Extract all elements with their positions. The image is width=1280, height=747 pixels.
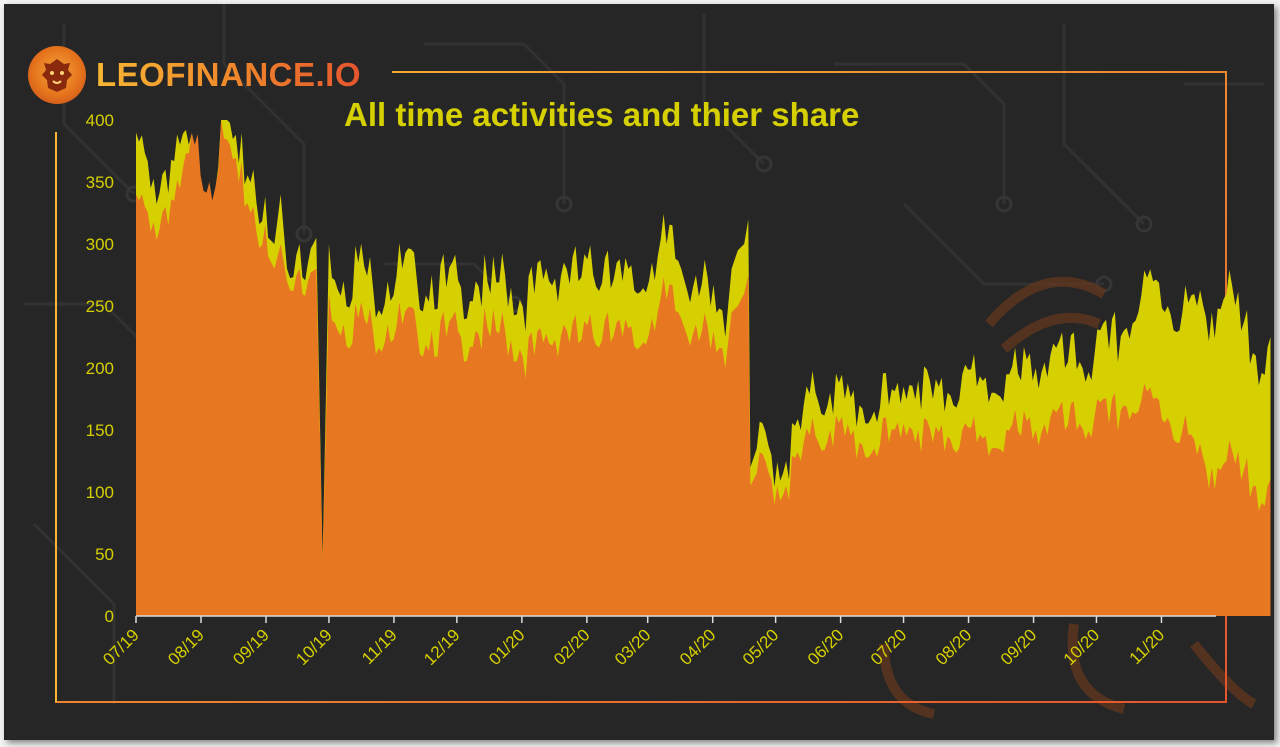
x-tick-label: 03/20 [611, 625, 655, 669]
x-tick-label: 02/20 [550, 625, 594, 669]
y-tick-label: 350 [86, 173, 114, 192]
chart-area: 0 50 100 150 200 250 300 350 400 07/19 08/19 09/19… [55, 71, 1271, 703]
y-tick-label: 0 [105, 607, 114, 626]
x-tick-label: 09/20 [997, 625, 1041, 669]
x-tick-label: 01/20 [485, 625, 529, 669]
x-tick-label: 09/19 [229, 625, 273, 669]
x-tick-label: 10/19 [292, 625, 336, 669]
x-tick-label: 10/20 [1060, 625, 1104, 669]
y-tick-label: 300 [86, 235, 114, 254]
lion-head-icon [28, 46, 86, 104]
x-tick-label: 07/20 [867, 625, 911, 669]
series-area-share [136, 120, 1271, 617]
y-tick-label: 150 [86, 421, 114, 440]
y-tick-label: 50 [95, 545, 114, 564]
x-tick-label: 08/19 [164, 625, 208, 669]
x-tick-label: 08/20 [932, 625, 976, 669]
brand-name: LEOFINANCE.IO [96, 56, 362, 93]
y-tick-label: 250 [86, 297, 114, 316]
x-tick-label: 11/19 [358, 625, 401, 668]
y-tick-label: 100 [86, 483, 114, 502]
lion-watermark [879, 276, 1257, 719]
chart-frame: 0 50 100 150 200 250 300 350 400 07/19 08/19 09/19… [4, 4, 1274, 740]
x-tick-label: 05/20 [739, 625, 783, 669]
chart-title: All time activities and thier share [344, 96, 860, 133]
x-tick-label: 06/20 [804, 625, 848, 669]
y-tick-label: 400 [86, 111, 114, 130]
x-tick-label: 07/19 [99, 625, 143, 669]
x-tick-label: 12/19 [420, 625, 464, 669]
x-tick-label: 11/20 [1126, 625, 1169, 668]
brand-logo: LEOFINANCE.IO [28, 42, 361, 108]
y-tick-label: 200 [86, 359, 114, 378]
x-tick-label: 04/20 [676, 625, 720, 669]
